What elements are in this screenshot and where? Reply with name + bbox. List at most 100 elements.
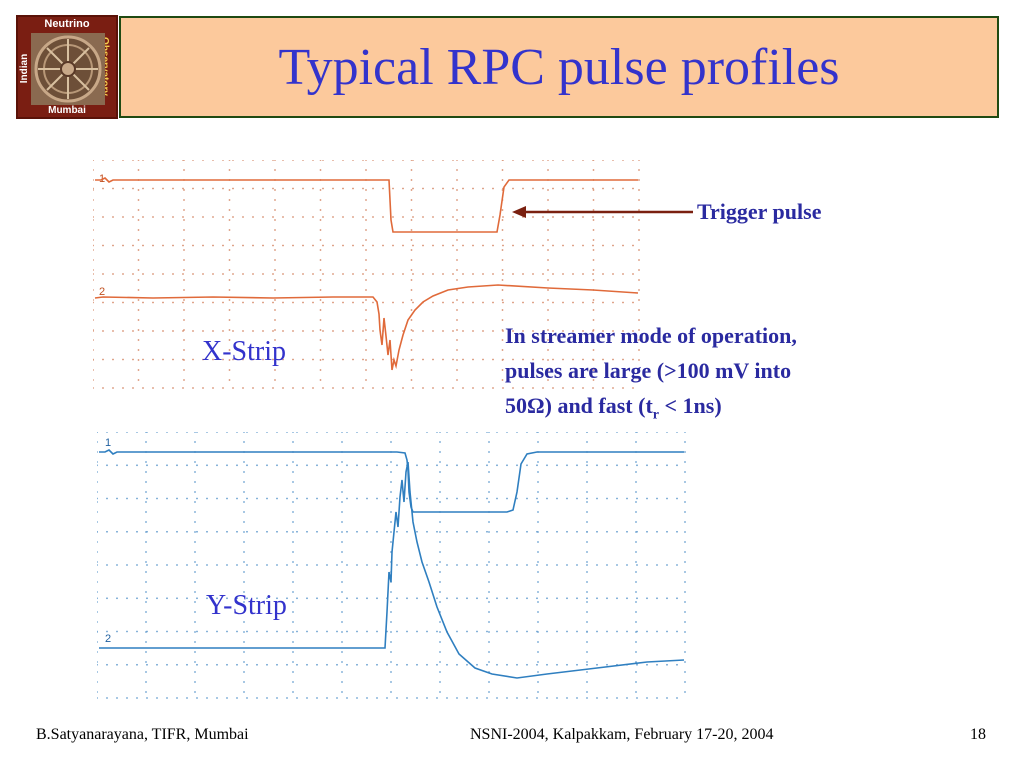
grid-dot [266, 697, 268, 699]
grid-dot [546, 697, 548, 699]
y-strip-label: Y-Strip [206, 590, 287, 621]
grid-dot [292, 273, 294, 275]
grid-dot [362, 273, 364, 275]
grid-dot [439, 531, 441, 533]
grid-dot [216, 530, 218, 533]
grid-dot [462, 216, 464, 218]
grid-dot [488, 621, 490, 623]
grid-dot [341, 571, 343, 573]
note-line-3: 50Ω) and fast (tr < 1ns) [505, 388, 915, 432]
grid-dot [586, 511, 588, 513]
grid-dot [319, 209, 322, 211]
grid-dot [416, 497, 418, 500]
grid-dot [292, 661, 294, 663]
grid-dot [439, 461, 441, 463]
grid-dot [456, 359, 458, 361]
grid-dot [488, 541, 490, 543]
grid-dot [97, 641, 98, 643]
grid-dot [93, 301, 94, 304]
grid-dot [182, 273, 184, 275]
grid-dot [137, 219, 140, 221]
grid-dot [212, 273, 214, 275]
grid-dot [362, 358, 364, 361]
grid-dot [526, 597, 528, 600]
grid-dot [316, 663, 318, 666]
grid-dot [626, 564, 628, 566]
grid-dot [341, 581, 343, 583]
grid-dot [226, 530, 228, 533]
grid-dot [156, 630, 158, 633]
grid-dot [326, 630, 328, 633]
grid-dot [612, 301, 614, 304]
grid-dot [636, 663, 638, 666]
grid-dot [436, 663, 438, 666]
grid-dot [501, 239, 504, 241]
grid-dot [316, 564, 318, 566]
grid-dot [556, 597, 558, 600]
grid-dot [396, 597, 398, 600]
grid-dot [306, 697, 308, 699]
grid-dot [566, 597, 568, 600]
grid-dot [116, 464, 118, 467]
grid-dot [152, 216, 154, 218]
grid-dot [302, 358, 304, 361]
grid-dot [93, 187, 94, 190]
grid-dot [292, 511, 294, 513]
grid-dot [456, 209, 458, 211]
grid-dot [106, 597, 108, 600]
grid-dot [336, 432, 338, 433]
grid-dot [488, 501, 490, 503]
grid-dot [666, 630, 668, 633]
grid-dot [684, 541, 686, 543]
grid-dot [282, 358, 284, 361]
grid-dot [212, 387, 214, 389]
grid-dot [97, 451, 98, 453]
grid-dot [638, 349, 640, 351]
grid-dot [512, 244, 514, 247]
grid-dot [635, 651, 637, 653]
grid-dot [532, 330, 534, 332]
grid-dot [182, 387, 184, 389]
grid-dot [466, 432, 468, 433]
grid-dot [562, 273, 564, 275]
grid-dot [396, 697, 398, 699]
grid-dot [536, 497, 538, 500]
grid-dot [456, 289, 458, 291]
grid-dot [602, 160, 604, 161]
grid-dot [606, 630, 608, 633]
grid-dot [116, 530, 118, 533]
grid-dot [547, 259, 549, 261]
grid-dot [546, 530, 548, 533]
grid-dot [542, 187, 544, 190]
grid-dot [606, 530, 608, 533]
grid-dot [97, 511, 98, 513]
grid-dot [536, 697, 538, 699]
grid-dot [552, 387, 554, 389]
grid-dot [286, 663, 288, 666]
grid-dot [274, 169, 276, 171]
grid-dot [228, 349, 231, 351]
grid-dot [216, 432, 218, 433]
grid-dot [606, 597, 608, 600]
grid-dot [336, 497, 338, 500]
grid-dot [145, 641, 147, 643]
grid-dot [501, 309, 504, 311]
grid-dot [97, 621, 98, 623]
grid-dot [194, 591, 196, 593]
grid-dot [456, 630, 458, 633]
grid-dot [252, 216, 254, 218]
grid-dot [635, 601, 637, 603]
grid-dot [622, 330, 624, 332]
grid-dot [410, 249, 413, 251]
grid-dot [336, 464, 338, 467]
grid-dot [146, 697, 148, 699]
grid-dot [145, 441, 147, 443]
grid-dot [222, 273, 224, 275]
grid-dot [182, 244, 184, 247]
grid-dot [638, 199, 640, 201]
grid-dot [506, 663, 508, 666]
grid-dot [416, 464, 418, 467]
grid-dot [576, 697, 578, 699]
grid-dot [492, 358, 494, 361]
grid-dot [638, 169, 640, 171]
